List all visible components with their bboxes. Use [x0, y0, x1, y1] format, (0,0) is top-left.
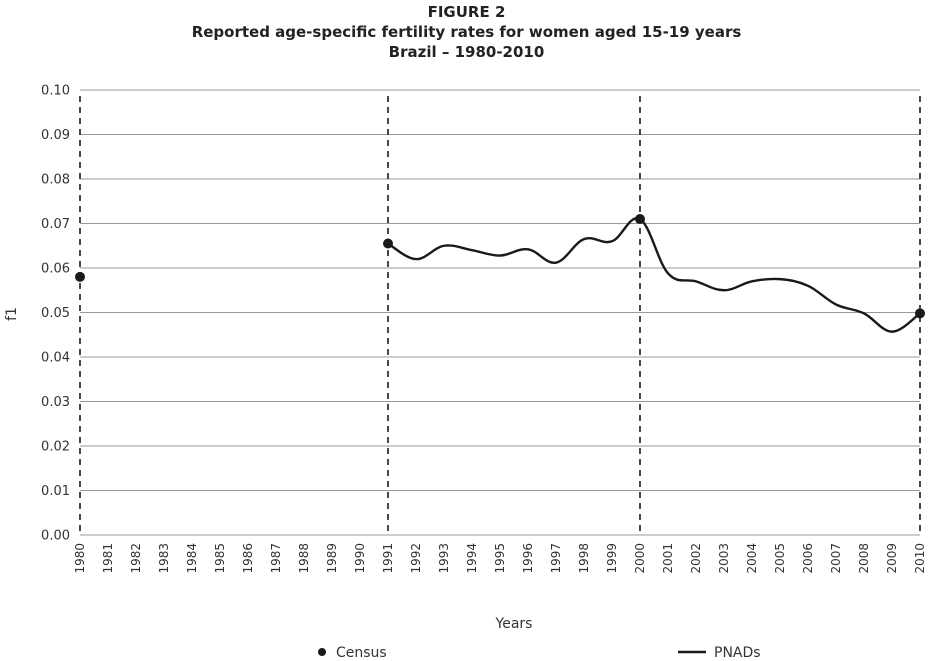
x-axis-ticks: 1980 1981 1982 1983 1984 1985 1986 1987 1988 1989…	[73, 543, 927, 574]
x-tick-label: 1989	[325, 543, 339, 574]
figure-title: Reported age-specific fertility rates fo…	[191, 23, 742, 41]
y-tick-label: 0.06	[41, 262, 70, 277]
x-tick-label: 1994	[465, 543, 479, 574]
x-tick-label: 1992	[409, 543, 423, 574]
x-tick-label: 2000	[633, 543, 647, 574]
figure-number: FIGURE 2	[427, 3, 506, 21]
x-axis-label: Years	[495, 616, 533, 632]
x-tick-label: 1981	[101, 543, 115, 574]
census-point	[915, 308, 925, 319]
y-axis-label: f1	[4, 307, 20, 321]
x-tick-label: 2010	[913, 543, 927, 574]
legend-census-label: Census	[336, 645, 387, 661]
x-tick-label: 2001	[661, 543, 675, 574]
x-tick-label: 1998	[577, 543, 591, 574]
x-tick-label: 1983	[157, 543, 171, 574]
x-tick-label: 2006	[801, 543, 815, 574]
y-tick-label: 0.09	[41, 128, 70, 143]
legend: Census PNADs	[318, 645, 761, 661]
x-tick-label: 1985	[213, 543, 227, 574]
gridlines	[80, 89, 920, 536]
census-vertical-lines	[79, 96, 921, 535]
x-tick-label: 1984	[185, 543, 199, 574]
census-series	[75, 214, 925, 319]
census-point	[383, 238, 393, 249]
x-tick-label: 1988	[297, 543, 311, 574]
y-tick-label: 0.05	[41, 306, 70, 321]
legend-pnads-label: PNADs	[714, 645, 761, 661]
y-tick-label: 0.04	[41, 351, 70, 366]
legend-census-marker	[318, 648, 326, 656]
x-tick-label: 1982	[129, 543, 143, 574]
census-point	[635, 214, 645, 225]
y-tick-label: 0.01	[41, 484, 70, 499]
y-tick-label: 0.07	[41, 217, 70, 232]
x-tick-label: 2004	[745, 543, 759, 574]
x-tick-label: 1995	[493, 543, 507, 574]
x-tick-label: 2003	[717, 543, 731, 574]
x-tick-label: 1997	[549, 543, 563, 574]
x-tick-label: 2007	[829, 543, 843, 574]
x-tick-label: 2002	[689, 543, 703, 574]
x-tick-label: 1993	[437, 543, 451, 574]
census-point	[75, 271, 85, 282]
figure-subtitle: Brazil – 1980-2010	[388, 43, 545, 61]
x-tick-label: 2005	[773, 543, 787, 574]
y-tick-label: 0.10	[41, 84, 70, 99]
y-tick-label: 0.08	[41, 173, 70, 188]
x-tick-label: 1991	[381, 543, 395, 574]
x-tick-label: 1986	[241, 543, 255, 574]
x-tick-label: 1980	[73, 543, 87, 574]
pnads-line	[387, 217, 921, 333]
pnads-series	[387, 217, 921, 333]
y-tick-label: 0.00	[41, 529, 70, 544]
x-tick-label: 1987	[269, 543, 283, 574]
x-tick-label: 1999	[605, 543, 619, 574]
x-tick-label: 1990	[353, 543, 367, 574]
x-tick-label: 2008	[857, 543, 871, 574]
x-tick-label: 1996	[521, 543, 535, 574]
chart-title: FIGURE 2 Reported age-specific fertility…	[0, 2, 933, 62]
y-axis-ticks: 0.00 0.01 0.02 0.03 0.04 0.05 0.06 0.07 0.08 0.09…	[41, 84, 70, 544]
y-tick-label: 0.02	[41, 440, 70, 455]
y-tick-label: 0.03	[41, 395, 70, 410]
x-tick-label: 2009	[885, 543, 899, 574]
